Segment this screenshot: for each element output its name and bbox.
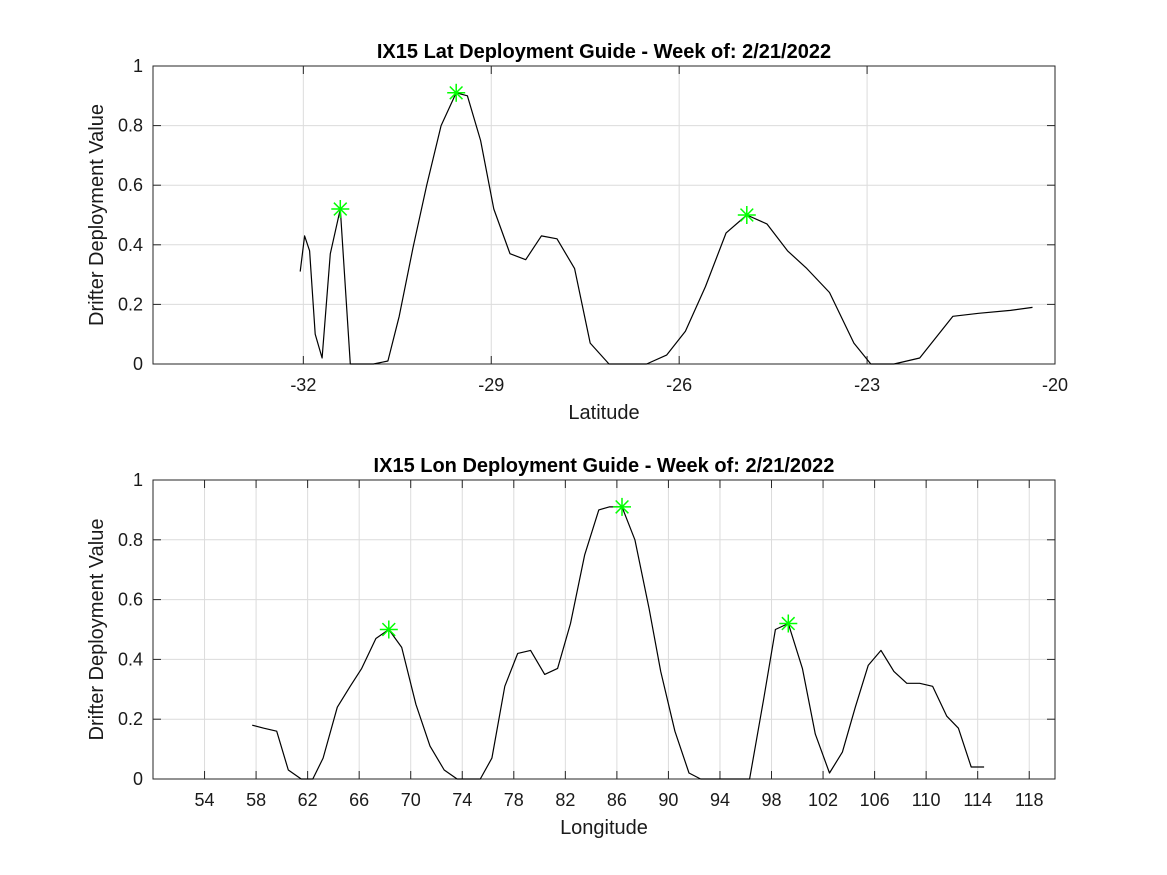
lon-y-tick-label: 0.2 [118,709,143,729]
lon-peak-marker [379,620,398,639]
lat-x-tick-label: -32 [290,375,316,395]
lat-x-tick-label: -29 [478,375,504,395]
lat-y-tick-label: 0.4 [118,235,143,255]
lon-chart-title: IX15 Lon Deployment Guide - Week of: 2/2… [374,455,835,477]
lon-x-tick-label: 74 [452,790,472,810]
lon-y-axis-label: Drifter Deployment Value [86,519,108,741]
lon-x-tick-label: 106 [860,790,890,810]
lon-peak-marker [613,497,631,516]
lat-x-tick-label: -23 [854,375,880,395]
lon-x-axis-label: Longitude [560,817,648,839]
lat-plot-area [152,65,1056,365]
lon-x-tick-label: 82 [555,790,575,810]
lon-x-tick-label: 90 [658,790,678,810]
lat-y-tick-label: 0.6 [118,175,143,195]
lat-x-tick-label: -20 [1042,375,1068,395]
lat-peak-marker [737,206,756,224]
lat-x-tick-label: -26 [666,375,692,395]
lon-x-tick-label: 54 [195,790,215,810]
lon-x-tick-label: 98 [761,790,781,810]
lon-y-tick-label: 0.6 [118,590,143,610]
lon-chart: 54 58 62 66 70 74 78 82 86 90 94 98 102 106 110 114 118 0… [86,455,1056,839]
lat-chart-title: IX15 Lat Deployment Guide - Week of: 2/2… [377,41,831,63]
lon-x-tick-label: 118 [1015,790,1044,810]
lon-x-tick-label: 70 [401,790,421,810]
lat-y-tick-label: 1 [133,56,143,76]
lon-x-tick-label: 86 [607,790,627,810]
lat-y-tick-label: 0 [133,354,143,374]
lon-x-tick-label: 110 [912,790,941,810]
lat-y-tick-label: 0.2 [118,294,143,314]
lat-peak-marker [331,200,350,218]
lon-y-tick-label: 0.4 [118,649,143,669]
lon-x-tick-label: 78 [504,790,524,810]
lon-x-tick-label: 62 [298,790,318,810]
lon-y-tick-label: 0 [133,769,143,789]
lat-y-axis-label: Drifter Deployment Value [86,104,108,326]
lon-x-tick-label: 102 [808,790,838,810]
lon-x-tick-label: 66 [349,790,369,810]
lon-x-tick-label: 94 [710,790,730,810]
lat-series-line [299,92,1033,365]
lon-plot-area [152,479,1056,780]
lon-y-tick-label: 0.8 [118,530,143,550]
lon-x-tick-label: 58 [246,790,266,810]
lat-chart: -32 -29 -26 -23 -20 0 0.2 0.4 0.6 0.8 1 IX15 Lat De… [86,41,1068,424]
lat-x-axis-label: Latitude [568,402,639,424]
lon-x-tick-label: 114 [963,790,992,810]
lat-y-tick-label: 0.8 [118,116,143,136]
lon-peak-marker [779,614,798,633]
lon-y-tick-label: 1 [133,470,143,490]
lat-peak-marker [447,83,466,102]
